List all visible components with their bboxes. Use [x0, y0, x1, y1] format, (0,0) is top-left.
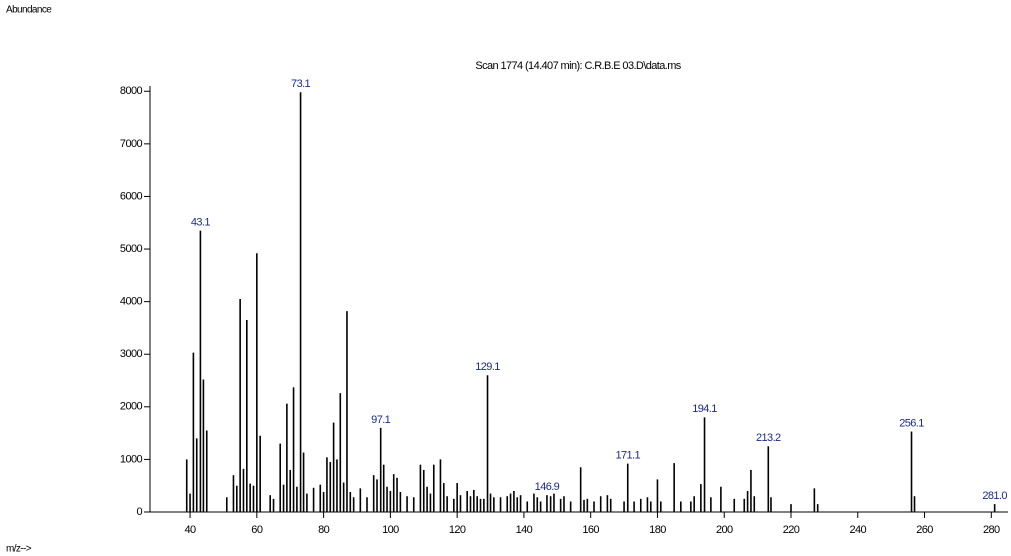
y-tick-label: 4000 [120, 296, 143, 308]
x-axis-label: m/z--> [6, 544, 32, 555]
peak-label: 171.1 [615, 450, 640, 462]
peak-label: 97.1 [371, 414, 390, 426]
x-tick-label: 60 [251, 524, 263, 536]
y-tick-label: 2000 [120, 401, 143, 413]
x-tick-label: 120 [449, 524, 466, 536]
y-tick-label: 0 [136, 506, 142, 518]
x-tick-label: 100 [382, 524, 399, 536]
peak-label: 256.1 [899, 417, 924, 429]
y-tick-label: 6000 [120, 190, 143, 202]
y-tick-label: 1000 [120, 453, 143, 465]
x-tick-label: 160 [582, 524, 599, 536]
peak-label: 146.9 [535, 481, 560, 493]
chart-title: Scan 1774 (14.407 min): C.R.B.E 03.D\dat… [475, 60, 681, 72]
y-tick-label: 8000 [120, 85, 143, 97]
x-tick-label: 280 [983, 524, 1000, 536]
peak-label: 129.1 [475, 361, 500, 373]
x-tick-label: 180 [649, 524, 666, 536]
y-tick-label: 5000 [120, 243, 143, 255]
x-tick-label: 200 [716, 524, 733, 536]
x-tick-label: 40 [185, 524, 197, 536]
peak-label: 213.2 [756, 432, 781, 444]
peak-label: 281.0 [982, 490, 1007, 502]
y-tick-label: 7000 [120, 138, 143, 150]
y-tick-label: 3000 [120, 348, 143, 360]
x-tick-label: 260 [916, 524, 933, 536]
x-tick-label: 80 [318, 524, 330, 536]
y-axis-label: Abundance [6, 5, 52, 16]
peak-label: 43.1 [191, 217, 210, 229]
peak-label: 194.1 [692, 403, 717, 415]
x-tick-label: 140 [516, 524, 533, 536]
x-tick-label: 220 [783, 524, 800, 536]
peak-label: 73.1 [291, 78, 310, 90]
x-tick-label: 240 [849, 524, 866, 536]
